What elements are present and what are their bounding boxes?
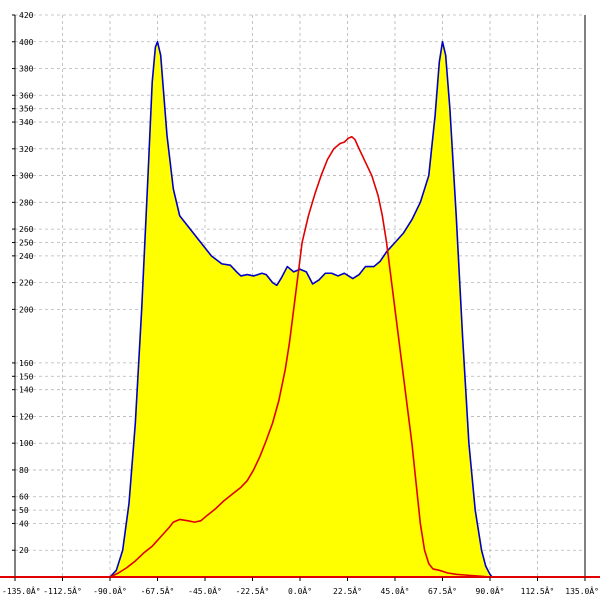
x-tick-label-0: -135.0Â° <box>2 585 41 596</box>
axis-layer <box>0 14 600 581</box>
series-layer <box>109 40 493 578</box>
y-tick-label-5: 100 <box>19 439 34 448</box>
y-tick-label-9: 160 <box>19 359 34 368</box>
y-tick-label-4: 80 <box>19 466 29 475</box>
y-tick-label-23: 420 <box>19 11 34 20</box>
y-tick-label-21: 380 <box>19 65 34 74</box>
x-tick-label-6: 0.0Â° <box>288 585 312 596</box>
x-tick-label-9: 67.5Â° <box>428 585 457 596</box>
y-tick-label-8: 150 <box>19 372 34 381</box>
x-tick-label-8: 45.0Â° <box>381 585 410 596</box>
y-tick-label-16: 300 <box>19 172 34 181</box>
y-tick-label-19: 350 <box>19 105 34 114</box>
label-layer: 20 40 50 60 80 100 120 140 150 160 200 220 240 250 260… <box>2 11 599 596</box>
x-tick-label-11: 112.5Â° <box>521 585 555 596</box>
series-0-line <box>109 40 493 578</box>
x-tick-label-12: 135.0Â° <box>565 585 599 596</box>
x-tick-label-7: 22.5Â° <box>333 585 362 596</box>
y-tick-label-20: 360 <box>19 91 34 100</box>
x-tick-label-10: 90.0Â° <box>476 585 505 596</box>
x-tick-label-1: -112.5Â° <box>43 585 82 596</box>
y-tick-label-13: 250 <box>19 238 34 247</box>
y-tick-label-7: 140 <box>19 386 34 395</box>
y-tick-label-6: 120 <box>19 412 34 421</box>
y-tick-label-12: 240 <box>19 252 34 261</box>
y-tick-label-11: 220 <box>19 279 34 288</box>
y-tick-label-22: 400 <box>19 38 34 47</box>
x-tick-label-3: -67.5Â° <box>141 585 175 596</box>
y-tick-label-0: 20 <box>19 546 29 555</box>
y-tick-label-1: 40 <box>19 519 29 528</box>
y-tick-label-2: 50 <box>19 506 29 515</box>
y-tick-label-18: 340 <box>19 118 34 127</box>
y-tick-label-15: 280 <box>19 198 34 207</box>
series-0-area <box>110 41 493 577</box>
x-tick-label-4: -45.0Â° <box>188 585 222 596</box>
x-tick-label-2: -90.0Â° <box>93 585 127 596</box>
y-tick-label-14: 260 <box>19 225 34 234</box>
series-1-line <box>109 135 491 578</box>
x-tick-label-5: -22.5Â° <box>236 585 270 596</box>
y-tick-label-10: 200 <box>19 305 34 314</box>
y-tick-label-3: 60 <box>19 493 29 502</box>
y-tick-label-17: 320 <box>19 145 34 154</box>
